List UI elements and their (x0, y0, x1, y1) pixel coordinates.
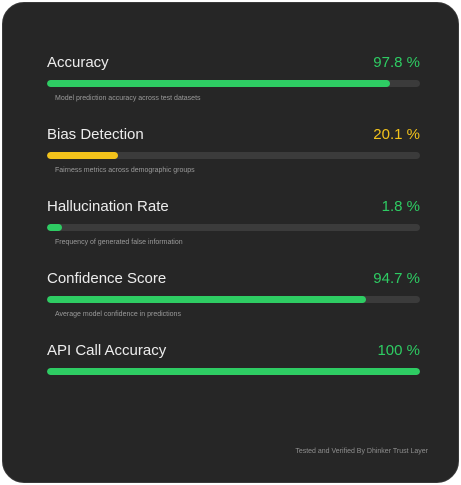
progress-fill (47, 224, 62, 231)
progress-track (47, 296, 420, 303)
metric-name: Accuracy (47, 54, 109, 71)
progress-track (47, 224, 420, 231)
verification-footer: Tested and Verified By Dhinker Trust Lay… (295, 448, 428, 455)
metric-description: Average model confidence in predictions (55, 311, 181, 318)
progress-track (47, 152, 420, 159)
metric-name: API Call Accuracy (47, 342, 167, 359)
metric-name: Bias Detection (47, 126, 144, 143)
metric-value: 94.7 % (373, 270, 420, 287)
metric-name: Confidence Score (47, 270, 167, 287)
progress-fill (47, 368, 420, 375)
progress-fill (47, 296, 366, 303)
metric-name: Hallucination Rate (47, 198, 169, 215)
metric-api-call-accuracy: API Call Accuracy 100 % (47, 341, 420, 375)
progress-track (47, 368, 420, 375)
metric-description: Model prediction accuracy across test da… (55, 95, 201, 102)
metric-value: 97.8 % (373, 54, 420, 71)
progress-fill (47, 152, 118, 159)
metric-hallucination-rate: Hallucination Rate 1.8 % Frequency of ge… (47, 197, 420, 246)
metric-confidence-score: Confidence Score 94.7 % Average model co… (47, 269, 420, 318)
metric-value: 100 % (377, 342, 420, 359)
metric-description: Fairness metrics across demographic grou… (55, 167, 195, 174)
metric-description: Frequency of generated false information (55, 239, 183, 246)
progress-track (47, 80, 420, 87)
metric-value: 20.1 % (373, 126, 420, 143)
progress-fill (47, 80, 391, 87)
metric-bias-detection: Bias Detection 20.1 % Fairness metrics a… (47, 125, 420, 174)
metric-value: 1.8 % (381, 198, 420, 215)
metric-accuracy: Accuracy 97.8 % Model prediction accurac… (47, 53, 420, 102)
